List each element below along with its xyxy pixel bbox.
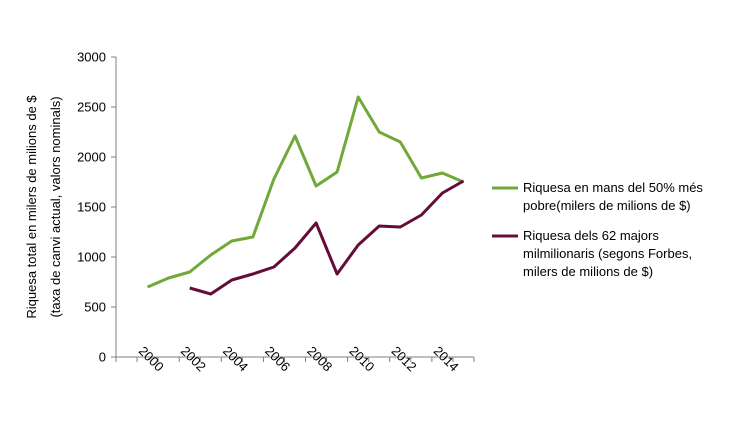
x-axis-ticks: 2000 2002 2004 2006 2008 2010 2012 2014 [115,343,475,374]
y-tick-label: 1000 [77,250,106,265]
y-tick-label: 3000 [77,50,106,65]
x-tick-label: 2012 [389,343,420,374]
axes [115,57,474,358]
x-tick-label: 2006 [262,343,293,374]
y-tick-label: 2500 [77,100,106,115]
y-tick-label: 500 [84,300,106,315]
legend: Riquesa en mans del 50% més pobre(milers … [492,180,703,279]
x-tick-label: 2004 [220,343,251,374]
legend-label-2-line-2: milmilionaris (segons Forbes, [523,246,692,261]
x-tick-label: 2002 [178,343,209,374]
series-line-1 [147,95,465,289]
y-tick-label: 1500 [77,200,106,215]
y-axis-ticks: 0 500 1000 1500 2000 2500 3000 [77,50,116,365]
legend-label-2-line-3: milers de milions de $) [523,264,653,279]
x-tick-label: 2010 [346,343,377,374]
y-axis-title-line-2: (taxa de canvi actual, valors nominals) [48,96,63,317]
legend-label-2-line-1: Riquesa dels 62 majors [523,228,659,243]
series-lines [147,95,465,296]
y-tick-label: 2000 [77,150,106,165]
x-tick-label: 2008 [304,343,335,374]
y-axis-title-line-1: Riquesa total en milers de milions de $ [24,95,39,319]
x-tick-label: 2014 [431,343,462,374]
y-tick-label: 0 [99,350,106,365]
legend-label-1-line-2: pobre(milers de milions de $) [523,198,691,213]
y-axis-title: Riquesa total en milers de milions de $ … [24,95,63,319]
legend-label-1-line-1: Riquesa en mans del 50% més [523,180,703,195]
x-tick-label: 2000 [136,343,167,374]
series-line-2 [189,179,465,296]
